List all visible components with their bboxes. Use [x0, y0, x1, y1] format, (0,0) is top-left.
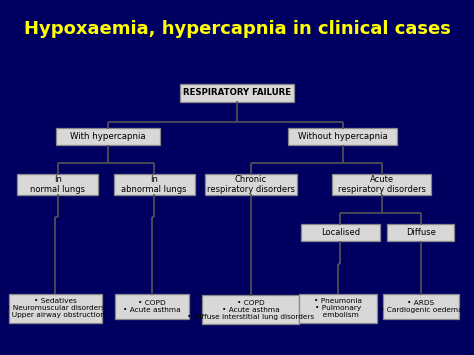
Text: • COPD
• Acute asthma
• Diffuse interstitial lung disorders: • COPD • Acute asthma • Diffuse intersti… — [187, 300, 314, 320]
Text: In
abnormal lungs: In abnormal lungs — [121, 175, 187, 194]
FancyBboxPatch shape — [181, 83, 293, 102]
FancyBboxPatch shape — [114, 174, 195, 195]
Text: • ARDS
• Cardiogenic oedema: • ARDS • Cardiogenic oedema — [380, 300, 462, 313]
Text: Chronic
respiratory disorders: Chronic respiratory disorders — [207, 175, 295, 194]
FancyBboxPatch shape — [202, 295, 299, 324]
FancyBboxPatch shape — [115, 294, 189, 320]
FancyBboxPatch shape — [387, 224, 455, 241]
FancyBboxPatch shape — [299, 294, 377, 323]
Text: • COPD
• Acute asthma: • COPD • Acute asthma — [123, 300, 181, 313]
FancyBboxPatch shape — [301, 224, 380, 241]
Text: RESPIRATORY FAILURE: RESPIRATORY FAILURE — [183, 88, 291, 97]
Text: With hypercapnia: With hypercapnia — [71, 132, 146, 141]
FancyBboxPatch shape — [205, 174, 297, 195]
Text: • Sedatives
• Neuromuscular disorders
• Upper airway obstruction: • Sedatives • Neuromuscular disorders • … — [5, 298, 105, 318]
FancyBboxPatch shape — [383, 294, 459, 320]
Text: Without hypercapnia: Without hypercapnia — [298, 132, 388, 141]
FancyBboxPatch shape — [289, 128, 397, 146]
FancyBboxPatch shape — [17, 174, 98, 195]
Text: Acute
respiratory disorders: Acute respiratory disorders — [338, 175, 426, 194]
FancyBboxPatch shape — [56, 128, 160, 146]
Text: In
normal lungs: In normal lungs — [30, 175, 85, 194]
FancyBboxPatch shape — [9, 294, 101, 323]
Text: Diffuse: Diffuse — [406, 228, 436, 237]
FancyBboxPatch shape — [332, 174, 431, 195]
Text: • Pneumonia
• Pulmonary
  embolism: • Pneumonia • Pulmonary embolism — [314, 298, 362, 318]
Text: Hypoxaemia, hypercapnia in clinical cases: Hypoxaemia, hypercapnia in clinical case… — [24, 20, 450, 38]
Text: Localised: Localised — [321, 228, 360, 237]
